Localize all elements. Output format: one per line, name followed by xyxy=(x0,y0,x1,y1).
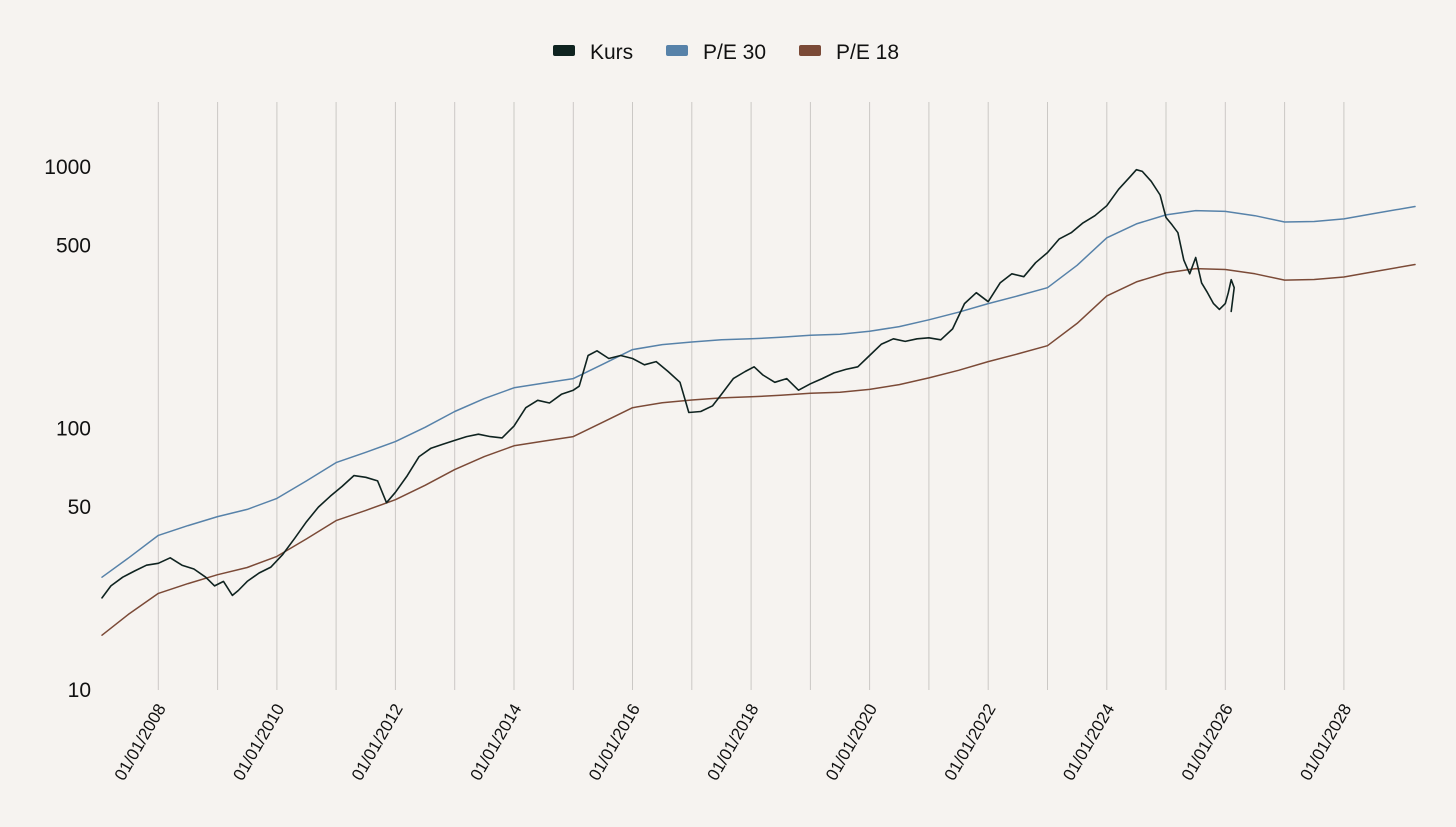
legend-swatch-pe18 xyxy=(799,45,821,56)
y-tick-label: 10 xyxy=(68,679,91,702)
legend-item-pe30[interactable]: P/E 30 xyxy=(666,41,766,64)
x-tick-label: 01/01/2018 xyxy=(704,701,763,784)
x-tick-label: 01/01/2028 xyxy=(1296,701,1355,784)
legend-item-pe18[interactable]: P/E 18 xyxy=(799,41,899,64)
plot-area xyxy=(101,168,1416,636)
x-axis: 01/01/2008 01/01/2010 01/01/2012 01/01/2014… xyxy=(111,700,1356,783)
y-axis: 10 50 100 500 1000 xyxy=(44,156,91,702)
y-tick-label: 100 xyxy=(56,417,91,440)
y-tick-label: 1000 xyxy=(44,156,91,179)
x-tick-label: 01/01/2010 xyxy=(229,701,288,784)
legend: Kurs P/E 30 P/E 18 xyxy=(553,41,899,64)
x-tick-label: 01/01/2014 xyxy=(466,701,525,784)
x-tick-label: 01/01/2012 xyxy=(348,701,407,784)
y-tick-label: 500 xyxy=(56,235,91,258)
legend-item-kurs[interactable]: Kurs xyxy=(553,41,633,64)
legend-swatch-kurs xyxy=(553,45,575,56)
y-tick-label: 50 xyxy=(68,496,91,519)
x-tick-label: 01/01/2024 xyxy=(1059,701,1118,784)
series-line-pe30 xyxy=(101,205,1416,578)
x-tick-label: 01/01/2020 xyxy=(822,701,881,784)
series-line-kurs xyxy=(101,168,1235,599)
x-tick-label: 01/01/2008 xyxy=(111,701,170,784)
legend-swatch-pe30 xyxy=(666,45,688,56)
series-line-pe18 xyxy=(101,263,1416,636)
grid xyxy=(157,102,1345,690)
x-tick-label: 01/01/2016 xyxy=(585,701,644,784)
legend-label-kurs: Kurs xyxy=(590,41,633,64)
x-tick-label: 01/01/2026 xyxy=(1178,701,1237,784)
x-tick-label: 01/01/2022 xyxy=(941,700,1000,783)
legend-label-pe30: P/E 30 xyxy=(703,41,766,64)
legend-label-pe18: P/E 18 xyxy=(836,41,899,64)
